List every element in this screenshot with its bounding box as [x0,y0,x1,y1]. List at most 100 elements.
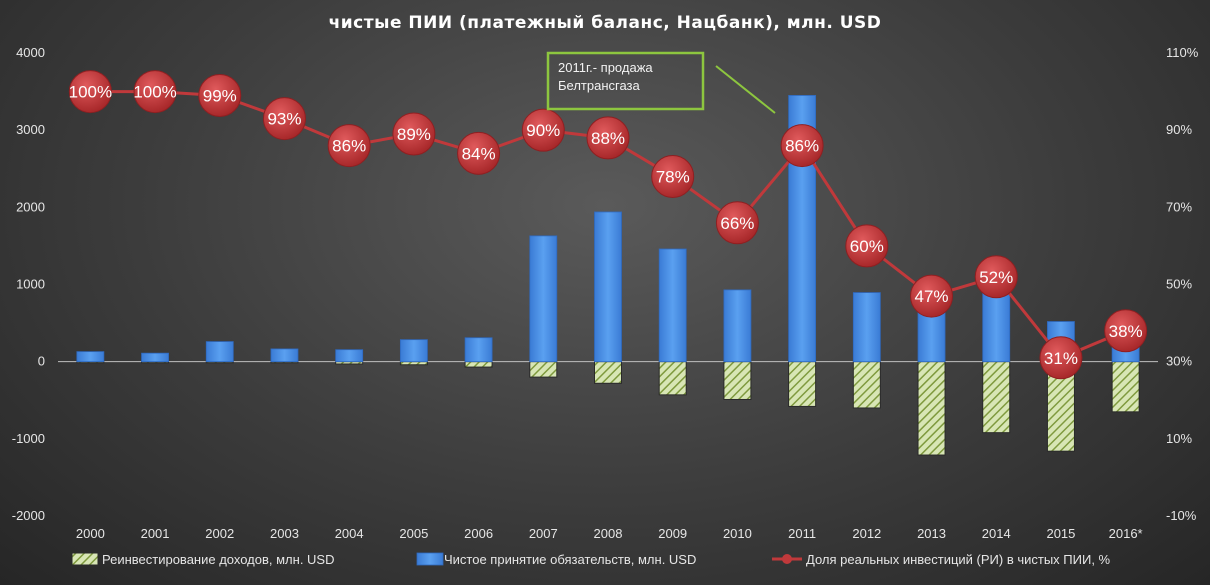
ri-share-label: 86% [332,137,366,156]
right-tick-label: 90% [1166,122,1192,137]
ri-share-label: 86% [785,137,819,156]
category-label: 2001 [141,526,170,541]
legend-swatch-reinvestment [71,552,99,566]
ri-share-label: 60% [850,237,884,256]
ri-share-marker [392,112,436,156]
left-tick-label: 3000 [16,122,45,137]
liabilities-bar [270,348,299,363]
liabilities-bar [464,337,493,363]
category-label: 2010 [723,526,752,541]
category-label: 2014 [982,526,1011,541]
annotation: 2011г.- продажа Белтрансгаза [546,51,776,114]
category-axis: 2000 2001 2002 2003 2004 2005 2006 2007 2008 2009… [76,526,1143,541]
liabilities-bar [852,292,881,363]
ri-share-label: 38% [1109,322,1143,341]
left-axis: 4000 3000 2000 1000 0 -1000 -2000 [12,45,45,523]
chart-title: чистые ПИИ (платежный баланс, Нацбанк), … [329,13,882,33]
ri-share-line: 100% 100% 99% 93% 86% 89% 84% 90% 88% 78% 66% 86% 60… [69,70,1148,380]
category-label: 2004 [335,526,364,541]
legend-swatch-liabilities [416,552,444,566]
liabilities-bar [658,248,687,363]
ri-share-label: 52% [979,268,1013,287]
reinvestment-bar [1111,361,1140,413]
legend-label-ri-share: Доля реальных инвестиций (РИ) в чистых П… [806,552,1111,567]
reinvestment-bar [982,361,1011,434]
liabilities-bar [76,351,105,363]
liabilities-bar [723,289,752,363]
reinvestment-bar [658,361,687,396]
category-label: 2016* [1109,526,1143,541]
ri-share-label: 78% [656,167,690,186]
ri-share-marker [780,124,824,168]
right-axis: 110% 90% 70% 50% 30% 10% -10% [1166,45,1199,523]
reinvestment-bar [788,361,817,407]
ri-share-marker [457,131,501,175]
right-tick-label: 50% [1166,277,1192,292]
category-label: 2002 [205,526,234,541]
ri-share-label: 100% [69,83,112,102]
ri-share-label: 99% [203,86,237,105]
annotation-box [546,51,705,111]
liabilities-bar [205,341,234,363]
ri-share-marker [651,154,695,198]
reinvestment-bar [852,361,881,409]
ri-share-marker [1039,336,1083,380]
liabilities-bar [399,339,428,363]
ri-share-marker [327,124,371,168]
legend: Реинвестирование доходов, млн. USD Чистое… [71,552,1111,567]
category-label: 2005 [399,526,428,541]
ri-share-label: 47% [915,287,949,306]
reinvestment-bar [529,361,558,378]
left-tick-label: -1000 [12,431,45,446]
left-tick-label: -2000 [12,508,45,523]
ri-share-marker [586,116,630,160]
ri-share-marker [910,274,954,318]
ri-share-marker [198,73,242,117]
left-tick-label: 2000 [16,199,45,214]
reinvestment-bar [464,361,493,368]
ri-share-label: 93% [267,110,301,129]
legend-swatch-marker [782,554,792,564]
ri-share-marker [715,201,759,245]
category-label: 2007 [529,526,558,541]
ri-share-label: 66% [720,214,754,233]
left-tick-label: 4000 [16,45,45,60]
ri-share-label: 31% [1044,349,1078,368]
category-label: 2000 [76,526,105,541]
right-tick-label: 110% [1166,45,1199,60]
category-label: 2008 [594,526,623,541]
right-tick-label: 70% [1166,199,1192,214]
reinvestment-bar [723,361,752,400]
annotation-text: 2011г.- продажа [558,60,653,75]
legend-label-liabilities: Чистое принятие обязательств, млн. USD [444,552,696,567]
category-label: 2011 [788,526,816,541]
ri-share-label: 89% [397,125,431,144]
ri-share-marker [133,70,177,114]
reinvestment-bars [76,361,1140,456]
right-tick-label: -10% [1166,508,1197,523]
liabilities-bar [594,211,622,363]
reinvestment-bar [399,361,428,366]
liabilities-bar [335,349,364,363]
category-label: 2013 [917,526,946,541]
reinvestment-bar [594,361,622,384]
right-tick-label: 10% [1166,431,1192,446]
ri-share-label: 90% [526,121,560,140]
annotation-text: Белтрансгаза [558,78,641,93]
reinvestment-bar [917,361,946,456]
ri-share-label: 100% [133,83,176,102]
legend-label-reinvestment: Реинвестирование доходов, млн. USD [102,552,335,567]
liabilities-bar [141,352,169,363]
ri-share-marker [262,97,306,141]
ri-share-label: 88% [591,129,625,148]
right-tick-label: 30% [1166,354,1192,369]
ri-share-marker [845,224,889,268]
category-label: 2006 [464,526,493,541]
liabilities-bar [529,235,558,363]
ri-share-marker [1104,309,1148,353]
left-tick-label: 1000 [16,277,45,292]
category-label: 2012 [852,526,881,541]
left-tick-label: 0 [38,354,45,369]
